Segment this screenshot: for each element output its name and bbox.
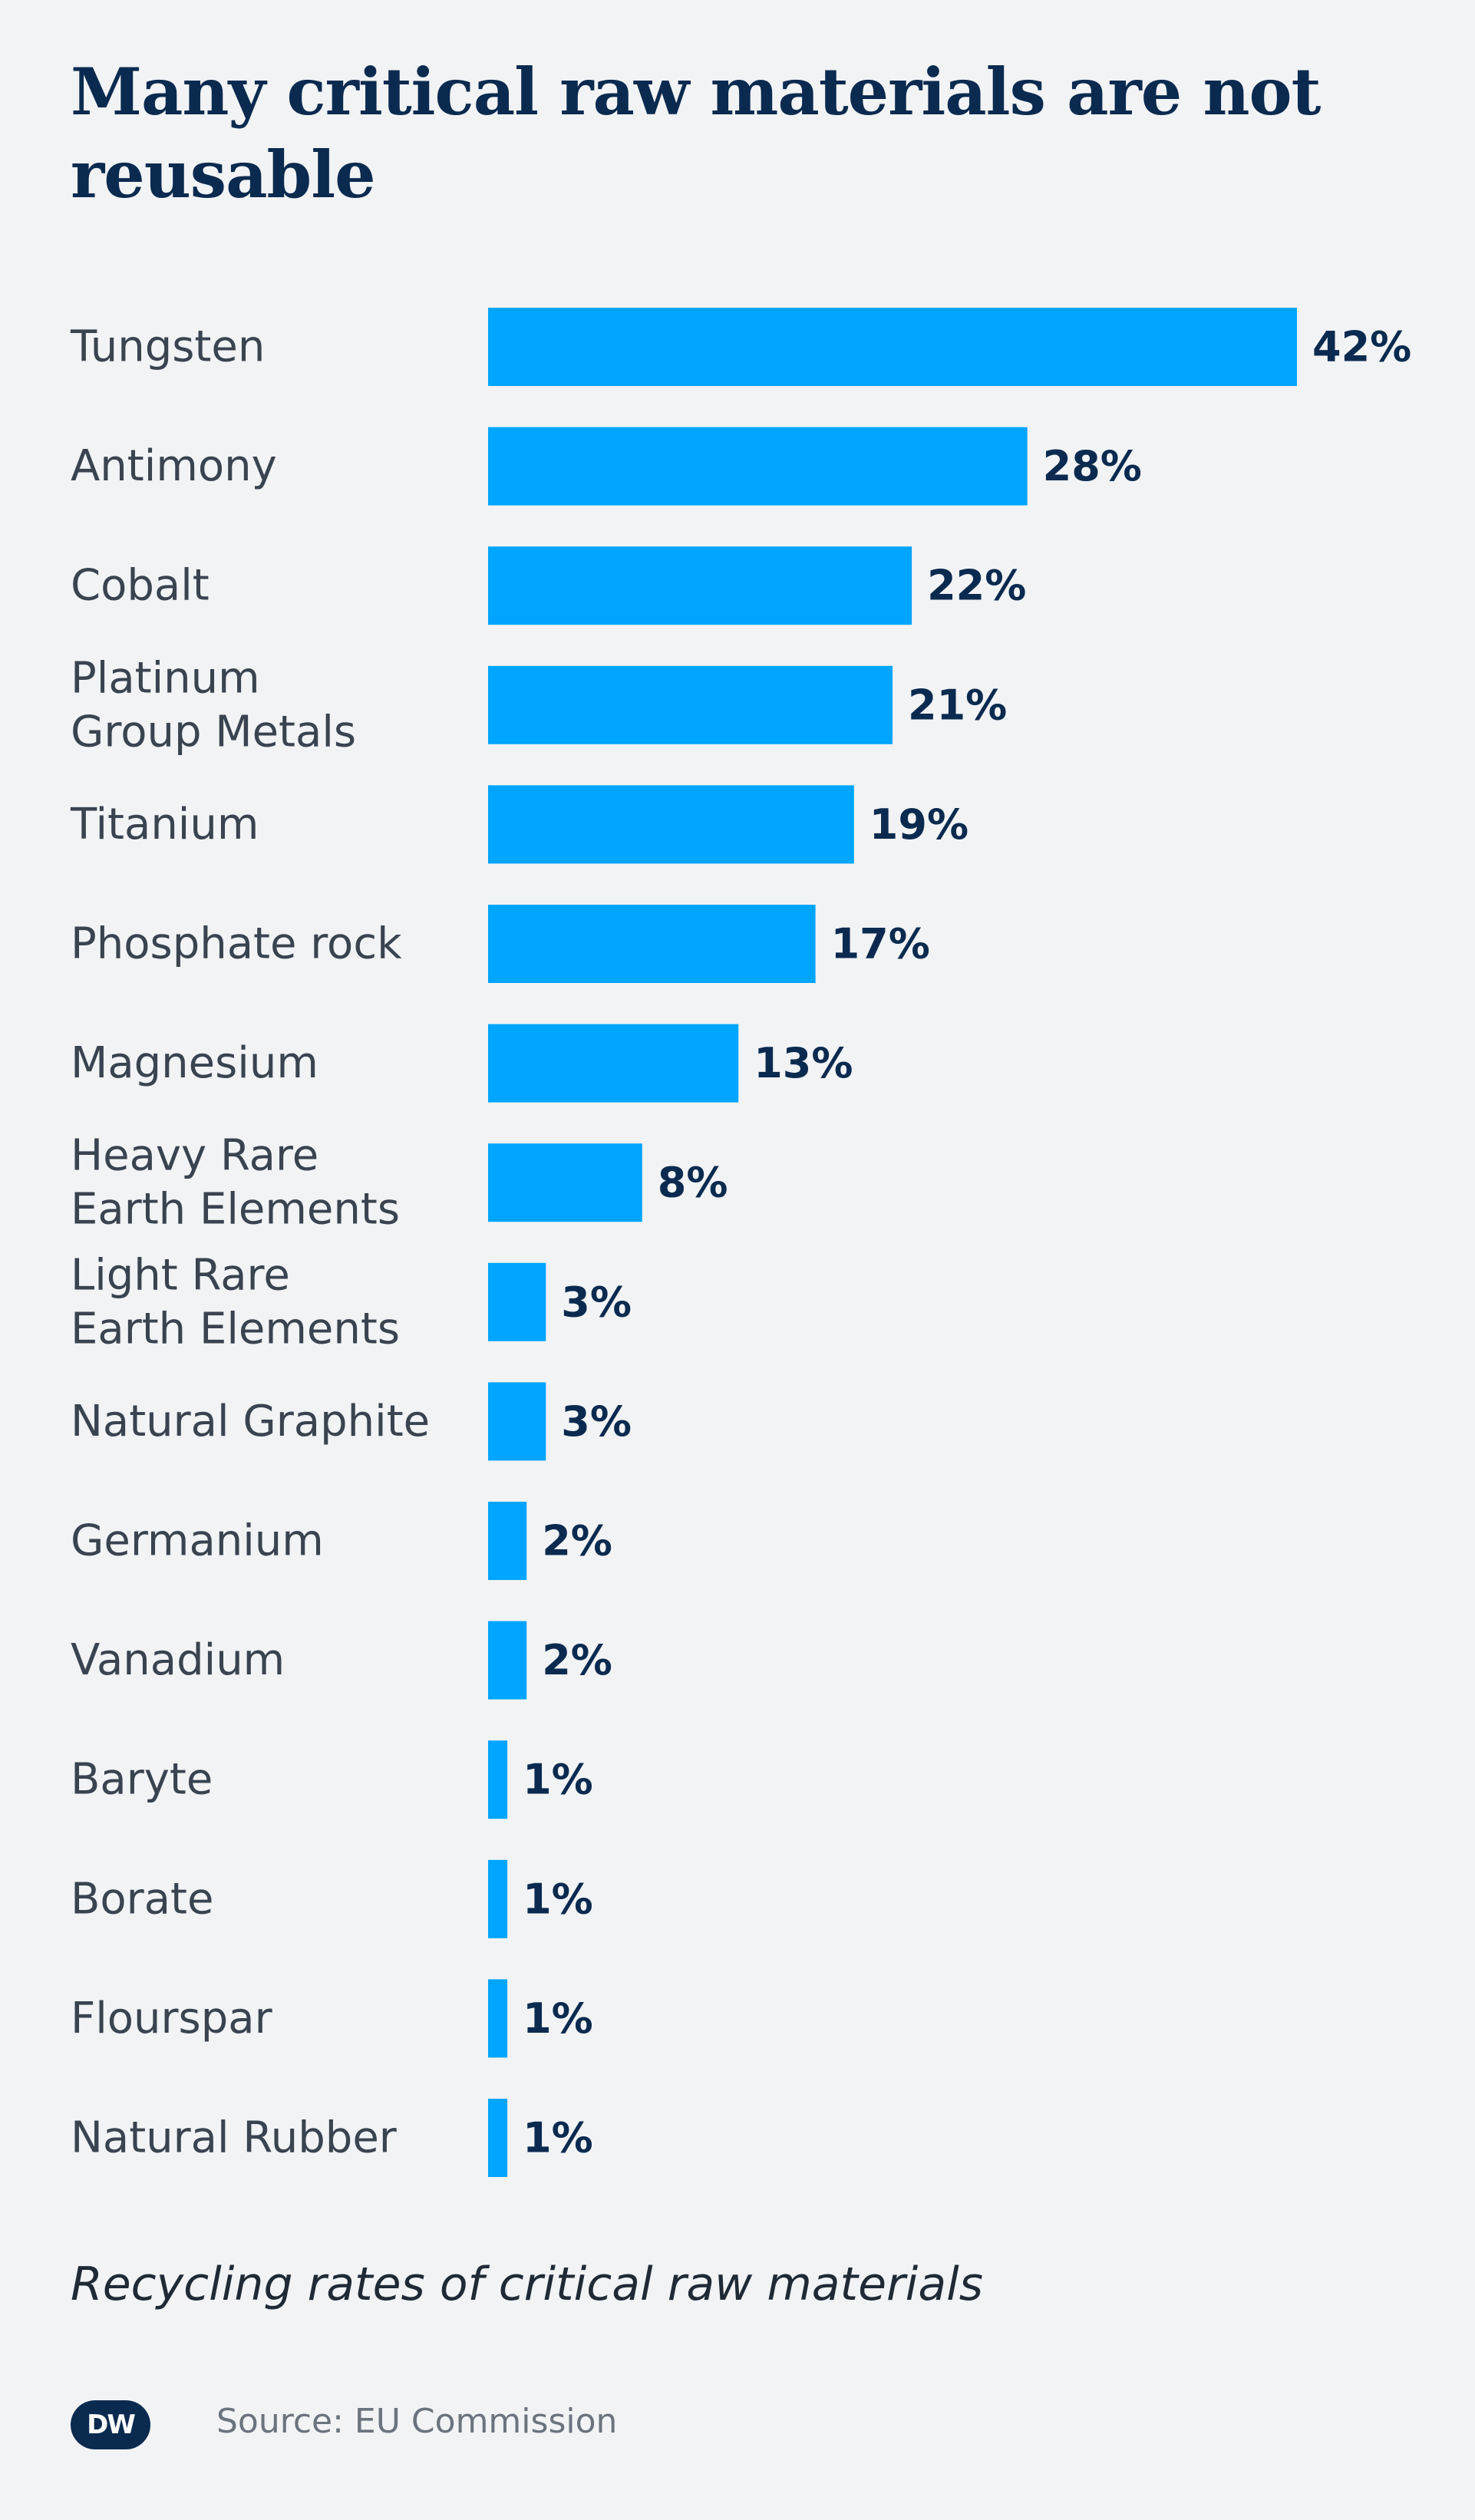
value-label: 28%: [1043, 442, 1142, 490]
bar-row: Light Rare Earth Elements 3%: [71, 1250, 632, 1354]
dw-logo: DW: [71, 2400, 150, 2449]
category-label: Vanadium: [71, 1635, 285, 1685]
bar: [488, 1740, 508, 1819]
value-label: 3%: [561, 1397, 632, 1446]
value-label: 1%: [523, 1875, 593, 1923]
category-label: Tungsten: [70, 322, 265, 372]
bar-row: Borate 1%: [71, 1859, 593, 1938]
chart-title: Many critical raw materials are not reus…: [71, 54, 1321, 213]
bar-row: Cobalt 22%: [71, 546, 1026, 625]
bar-row: Titanium 19%: [70, 785, 968, 864]
category-label: Natural Graphite: [71, 1397, 430, 1446]
category-label: Light Rare Earth Elements: [71, 1250, 400, 1354]
bar: [488, 427, 1028, 506]
value-label: 17%: [831, 920, 930, 968]
value-label: 8%: [658, 1159, 728, 1207]
bar-row: Flourspar 1%: [71, 1979, 593, 2058]
bar-row: Natural Graphite 3%: [71, 1382, 632, 1461]
chart-caption: Recycling rates of critical raw material…: [71, 2258, 984, 2311]
bar-row: Natural Rubber 1%: [71, 2099, 593, 2177]
bar: [488, 1979, 508, 2058]
category-label: Phosphate rock: [71, 919, 402, 969]
category-label: Titanium: [70, 800, 259, 849]
category-label: Germanium: [71, 1516, 324, 1566]
category-label: Flourspar: [71, 1994, 273, 2043]
bar: [488, 1262, 546, 1341]
value-label: 13%: [754, 1039, 853, 1087]
bar: [488, 785, 854, 864]
value-label: 42%: [1312, 323, 1411, 371]
category-label: Cobalt: [71, 561, 210, 611]
value-label: 2%: [542, 1636, 612, 1684]
value-label: 19%: [869, 800, 968, 849]
value-label: 1%: [523, 1756, 593, 1804]
bar-row: Germanium 2%: [71, 1502, 612, 1580]
bar: [488, 1859, 508, 1938]
category-label: Heavy Rare Earth Elements: [71, 1131, 400, 1235]
category-label: Borate: [71, 1874, 213, 1924]
category-label: Baryte: [71, 1755, 213, 1805]
bar-row: Phosphate rock 17%: [71, 905, 930, 983]
bar-row: Magnesium 13%: [71, 1024, 853, 1103]
value-label: 3%: [561, 1278, 632, 1326]
bar: [488, 308, 1297, 386]
bar-chart: Tungsten 42% Antimony 28% Cobalt 22% Platinum G…: [70, 308, 1411, 2177]
category-label: Platinum Group Metals: [71, 653, 356, 757]
bar: [488, 1382, 546, 1461]
value-label: 1%: [523, 2114, 593, 2162]
bar: [488, 2099, 508, 2177]
bar: [488, 1502, 527, 1580]
source-note: Source: EU Commission: [216, 2402, 618, 2441]
bar: [488, 905, 816, 983]
bar-row: Tungsten 42%: [70, 308, 1411, 386]
category-label: Magnesium: [71, 1038, 318, 1088]
bar: [488, 1621, 527, 1700]
bar: [488, 1143, 642, 1222]
category-label: Antimony: [71, 441, 277, 491]
bar: [488, 1024, 739, 1103]
value-label: 1%: [523, 1994, 593, 2043]
bar-row: Vanadium 2%: [71, 1621, 612, 1700]
bar: [488, 546, 912, 625]
value-label: 21%: [908, 681, 1007, 729]
category-label: Natural Rubber: [71, 2113, 398, 2163]
bar: [488, 665, 893, 744]
bar-row: Heavy Rare Earth Elements 8%: [71, 1131, 728, 1235]
bar-row: Antimony 28%: [71, 427, 1142, 506]
value-label: 22%: [927, 562, 1026, 610]
bar-row: Platinum Group Metals 21%: [71, 653, 1007, 757]
bar-row: Baryte 1%: [71, 1740, 593, 1819]
value-label: 2%: [542, 1517, 612, 1565]
